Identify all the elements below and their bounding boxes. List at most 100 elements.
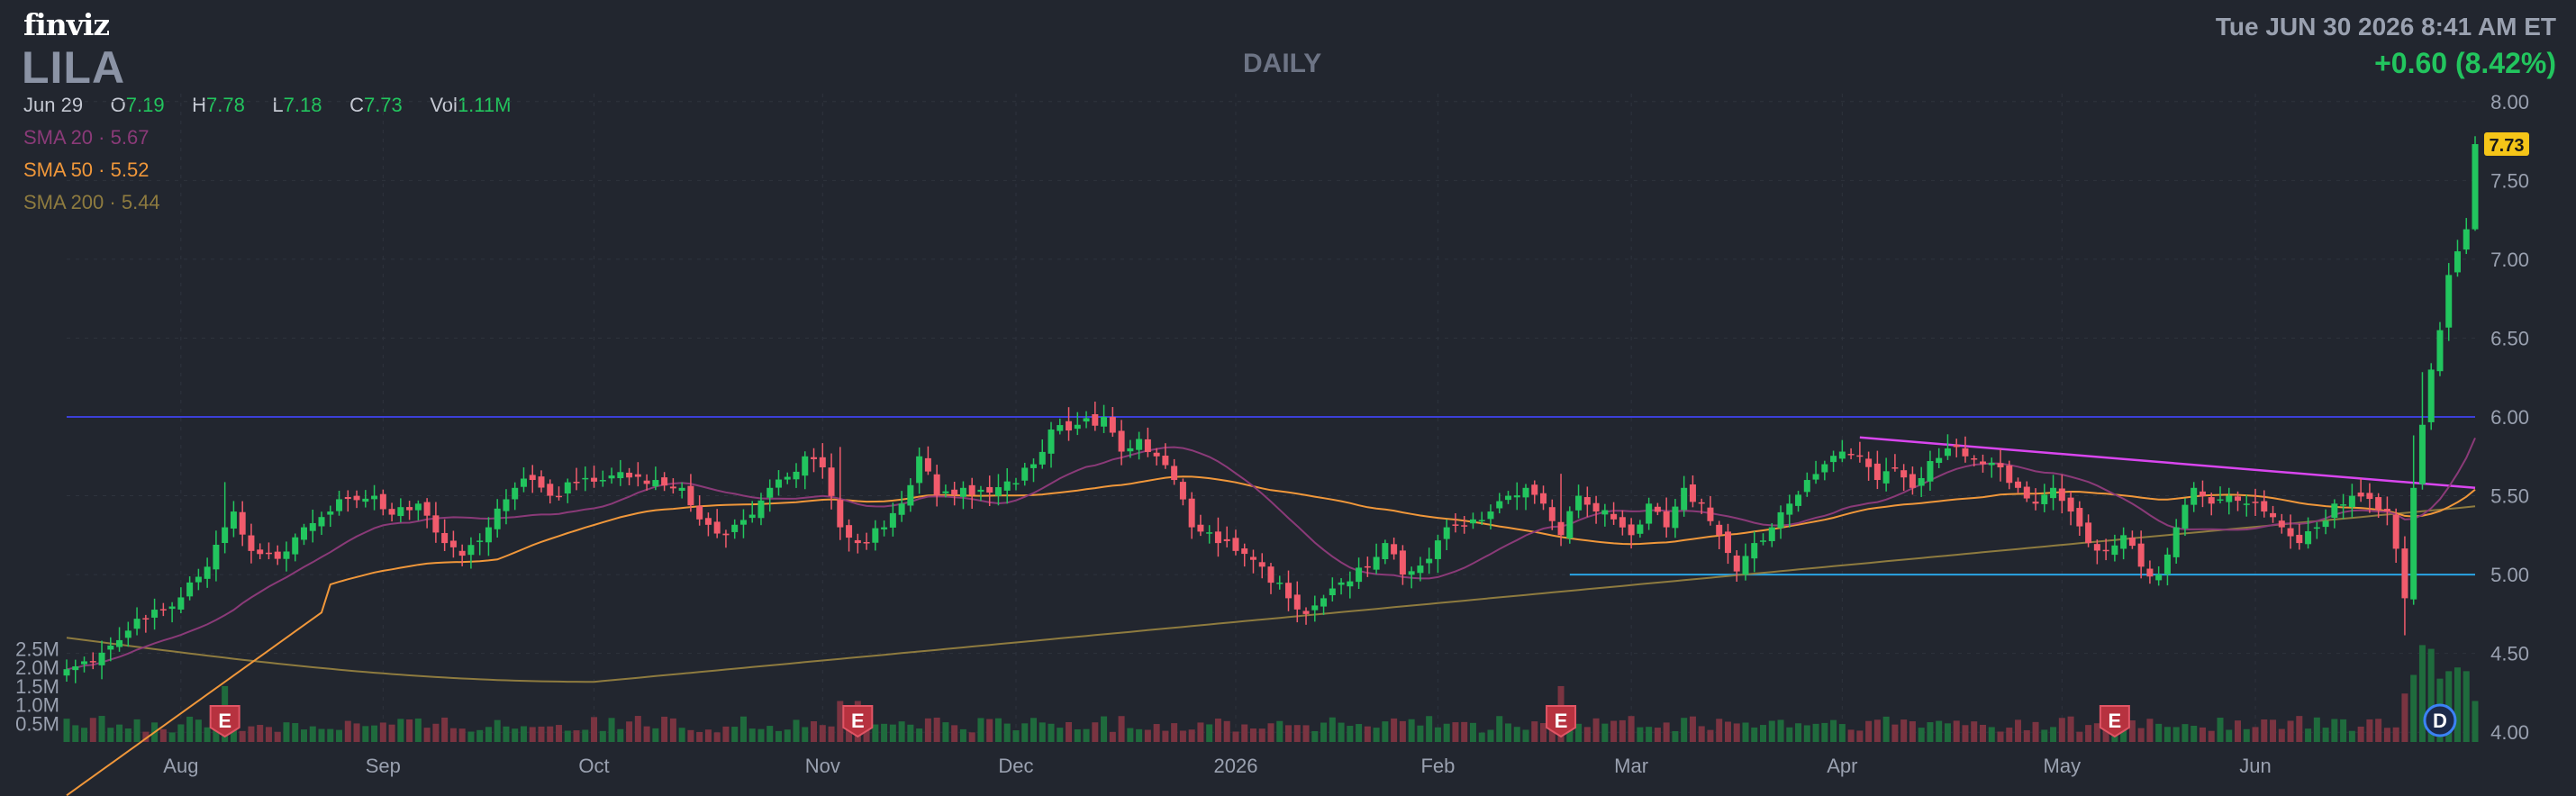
candle-body — [423, 502, 431, 516]
candle-body — [1681, 487, 1688, 511]
candle-body — [1293, 594, 1301, 610]
candle — [2128, 530, 2136, 549]
candle-body — [1329, 588, 1336, 595]
earnings-marker[interactable]: E — [1546, 705, 1577, 738]
volume-bar — [432, 723, 440, 742]
price-change: +0.60 (8.42%) — [2374, 47, 2556, 79]
candle — [1012, 477, 1020, 491]
volume-bar — [2392, 727, 2399, 742]
candle — [1654, 502, 1661, 516]
sma20-line — [66, 437, 2476, 671]
volume-bar — [1733, 723, 1740, 742]
volume-bar — [713, 732, 721, 742]
time-tick-label: Mar — [1614, 755, 1648, 777]
candle-body — [1601, 510, 1609, 515]
candle-body — [819, 457, 826, 468]
candle-body — [2445, 275, 2453, 328]
candle-body — [2270, 512, 2277, 518]
candle-body — [2058, 488, 2065, 502]
candle — [1583, 486, 1591, 518]
volume-bar — [2252, 727, 2259, 742]
candle — [1364, 556, 1371, 577]
dividend-marker[interactable]: D — [2423, 703, 2457, 737]
candle — [872, 520, 879, 551]
candle — [1136, 431, 1143, 460]
candle — [98, 640, 105, 680]
candle — [1179, 478, 1186, 506]
candle-body — [1927, 461, 1934, 482]
sma50-legend[interactable]: SMA 50 · 5.52 — [23, 158, 150, 181]
candle-body — [2366, 493, 2373, 500]
volume-bar — [1882, 716, 1890, 742]
sma200-value: 5.44 — [121, 191, 160, 213]
volume-bar — [977, 718, 984, 742]
candle-body — [1012, 483, 1020, 485]
candle — [2163, 547, 2171, 586]
volume-bar — [951, 725, 958, 742]
candle-body — [2041, 494, 2048, 504]
candle-body — [124, 630, 132, 638]
volume-bar — [599, 730, 606, 742]
candle — [696, 495, 703, 526]
candle — [1329, 577, 1336, 602]
volume-bar — [2287, 720, 2294, 742]
finviz-logo[interactable]: finviz — [23, 7, 110, 42]
candle — [2305, 517, 2312, 549]
volume-bar — [1637, 727, 1644, 742]
candle-body — [1698, 502, 1705, 504]
candle-body — [1716, 524, 1723, 536]
volume-bar — [2296, 716, 2303, 742]
volume-bar — [449, 728, 457, 742]
ohlc-date: Jun 29 — [23, 94, 84, 116]
candle-body — [2111, 545, 2118, 556]
candle-body — [1891, 467, 1899, 469]
volume-bar — [1927, 722, 1934, 742]
earnings-marker[interactable]: E — [842, 705, 874, 738]
last-price-tag: 7.73 — [2484, 132, 2529, 157]
volume-bar — [309, 726, 316, 742]
candle — [230, 501, 237, 538]
volume-bar — [591, 717, 598, 742]
volume-bar — [608, 718, 615, 742]
earnings-marker[interactable]: E — [209, 705, 240, 738]
volume-bar — [2208, 730, 2215, 742]
candle — [2102, 538, 2109, 561]
volume-bar — [248, 726, 255, 742]
candle — [397, 498, 404, 523]
volume-bar — [2375, 719, 2382, 742]
candle-body — [739, 520, 747, 525]
sma200-legend[interactable]: SMA 200 · 5.44 — [23, 191, 160, 213]
volume-bar — [2418, 645, 2426, 742]
candle-body — [1812, 474, 1819, 480]
candle — [142, 614, 150, 633]
volume-bar — [1847, 729, 1855, 742]
candle — [213, 530, 220, 582]
earnings-marker[interactable]: E — [2099, 705, 2130, 738]
volume-bar — [1144, 729, 1151, 742]
candle-body — [1900, 470, 1908, 478]
candle-body — [704, 518, 712, 525]
candle — [704, 512, 712, 537]
candle-body — [2128, 538, 2136, 547]
candle-body — [1267, 566, 1274, 583]
volume-bar — [1391, 718, 1398, 742]
candle — [748, 501, 756, 523]
time-tick-label: Apr — [1827, 755, 1857, 777]
candle-body — [485, 527, 492, 543]
candle — [1311, 595, 1319, 622]
candle — [959, 481, 966, 510]
volume-bar — [1936, 720, 1943, 742]
candle — [239, 501, 246, 547]
candle — [994, 474, 1002, 506]
candle — [2146, 560, 2154, 584]
sma20-legend[interactable]: SMA 20 · 5.67 — [23, 126, 150, 149]
candle-body — [1865, 458, 1873, 467]
candle-body — [2357, 493, 2364, 497]
candle-body — [2093, 544, 2100, 551]
candle — [1918, 466, 1925, 497]
candle — [89, 652, 96, 670]
volume-bar — [529, 727, 536, 742]
volume-bar — [1496, 716, 1503, 742]
volume-bar — [802, 727, 809, 742]
